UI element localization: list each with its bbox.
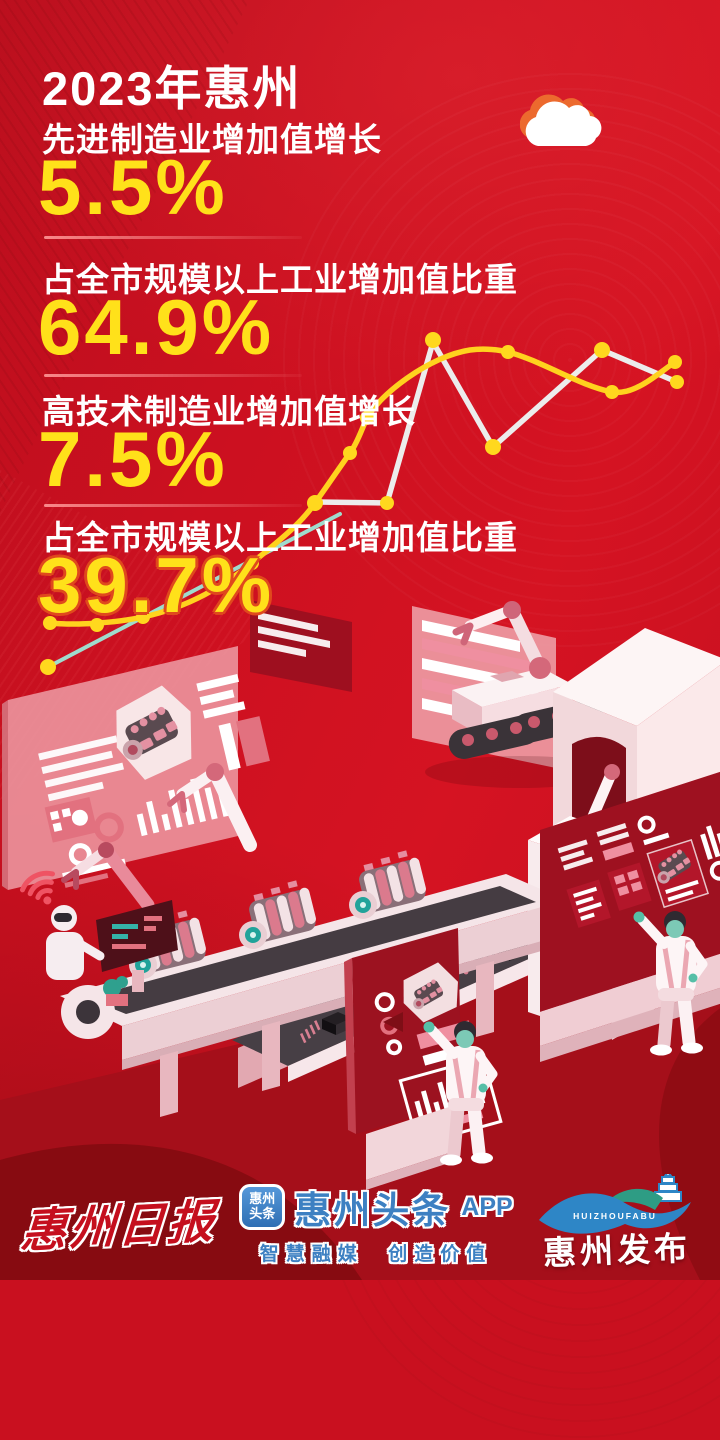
app-suffix: APP bbox=[461, 1192, 513, 1221]
dashboard-panel-left bbox=[2, 646, 270, 890]
app-icon-text-line2: 头条 bbox=[249, 1206, 276, 1221]
cloud-icon bbox=[520, 94, 602, 146]
huizhou-daily-logo: 惠州日报 bbox=[19, 1193, 219, 1259]
app-icon: 惠州 头条 bbox=[239, 1184, 286, 1230]
fabu-name: 惠州发布 bbox=[542, 1229, 692, 1272]
huizhou-toutiao-app-logo: 惠州 头条 惠州头条 APP 智慧融媒 创造价值 bbox=[239, 1180, 513, 1266]
app-name: 惠州头条 bbox=[294, 1190, 451, 1231]
footer-logos: 惠州日报 惠州 头条 惠州头条 APP 智慧融媒 创造价值 HUIZHOUFAB… bbox=[0, 1174, 720, 1272]
app-icon-text-line1: 惠州 bbox=[249, 1191, 276, 1207]
wifi-icon bbox=[19, 870, 55, 905]
app-slogan: 智慧融媒 创造价值 bbox=[259, 1244, 493, 1265]
robot-arm-white bbox=[167, 763, 257, 852]
fabu-wave-pagoda-icon: HUIZHOUFABU bbox=[538, 1174, 691, 1234]
factory-illustration bbox=[0, 600, 720, 1280]
tracked-robot bbox=[425, 601, 615, 788]
fabu-latin-text: HUIZHOUFABU bbox=[573, 1211, 657, 1221]
robot-operator bbox=[19, 870, 178, 1006]
robot-arm-pink bbox=[61, 842, 155, 912]
huizhou-fabu-logo: HUIZHOUFABU 惠州发布 bbox=[535, 1174, 699, 1272]
